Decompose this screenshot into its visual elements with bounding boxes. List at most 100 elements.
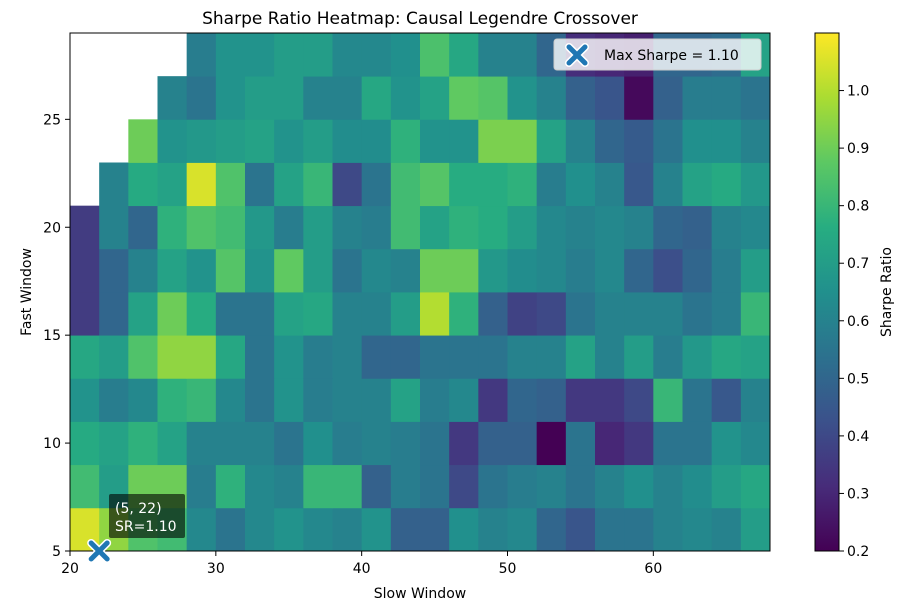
heatmap-cell (186, 464, 217, 509)
heatmap-cell (128, 421, 158, 466)
heatmap-cell (653, 507, 683, 551)
heatmap-cell (449, 507, 479, 551)
heatmap-cell (653, 248, 683, 293)
heatmap-cell (740, 248, 770, 293)
heatmap-cell (653, 335, 683, 379)
heatmap-cell (303, 421, 333, 466)
heatmap-cell (507, 33, 538, 77)
colorbar-tick-label: 0.8 (847, 199, 869, 215)
max-annotation-box: (5, 22) SR=1.10 (109, 494, 185, 538)
heatmap-cell (536, 464, 567, 509)
heatmap-cell (390, 292, 421, 336)
heatmap-cell (595, 162, 625, 207)
heatmap-cell (740, 76, 770, 120)
heatmap-cell (274, 162, 304, 207)
heatmap-cell (478, 162, 508, 207)
heatmap-cell (682, 292, 713, 336)
y-tick-label: 25 (43, 112, 61, 128)
heatmap-cell (420, 378, 450, 422)
heatmap-cell (332, 292, 363, 336)
heatmap-cell (332, 464, 363, 509)
heatmap-cell (740, 335, 770, 379)
heatmap-cell (711, 162, 742, 207)
heatmap-cell (215, 378, 246, 422)
heatmap-cell (624, 119, 654, 163)
heatmap-cell (565, 162, 596, 207)
heatmap-cell (215, 119, 246, 163)
heatmap-cell (595, 76, 625, 120)
heatmap-cell (186, 119, 217, 163)
heatmap-cell (595, 292, 625, 336)
heatmap-cell (711, 119, 742, 163)
heatmap-cell (653, 33, 683, 34)
heatmap-cell (245, 464, 275, 509)
heatmap-cell (740, 421, 770, 466)
heatmap-cell (565, 76, 596, 120)
heatmap-cell (186, 421, 217, 466)
heatmap-cell (682, 248, 713, 293)
heatmap-cell (361, 378, 392, 422)
heatmap-cell (682, 162, 713, 207)
heatmap-cell (70, 248, 100, 293)
heatmap-cell (711, 378, 742, 422)
heatmap-cell (682, 33, 713, 34)
heatmap-cell (507, 507, 538, 551)
heatmap-cell (157, 76, 188, 120)
heatmap-cell (624, 464, 654, 509)
heatmap-cell (624, 162, 654, 207)
legend-marker-stroke (566, 44, 588, 66)
heatmap-cell (215, 507, 246, 551)
heatmap-cell (449, 119, 479, 163)
heatmap-cell (303, 119, 333, 163)
heatmap-cell (274, 421, 304, 466)
heatmap-cell (274, 335, 304, 379)
colorbar-tick-label: 0.7 (847, 256, 869, 272)
heatmap-cell (565, 507, 596, 551)
heatmap-cell (565, 292, 596, 336)
heatmap-cell (565, 205, 596, 250)
heatmap-cell (507, 162, 538, 207)
heatmap-cell (70, 421, 100, 466)
heatmap-cell (303, 335, 333, 379)
heatmap-cell (507, 292, 538, 336)
heatmap-cell (624, 248, 654, 293)
legend-entry: Max Sharpe = 1.10 (604, 48, 739, 64)
heatmap-cell (361, 507, 392, 551)
heatmap-cell (215, 248, 246, 293)
heatmap-cell (361, 162, 392, 207)
heatmap-cell (740, 292, 770, 336)
heatmap-cell (70, 378, 100, 422)
heatmap-cell (186, 292, 217, 336)
heatmap-cell (653, 421, 683, 466)
heatmap-cell (595, 378, 625, 422)
heatmap-cell (390, 33, 421, 77)
max-marker-stroke (88, 540, 110, 562)
heatmap-cell (478, 421, 508, 466)
y-tick-label: 10 (43, 436, 61, 452)
heatmap-cell (595, 119, 625, 163)
colorbar-tick-label: 0.5 (847, 371, 869, 387)
heatmap-cell (274, 119, 304, 163)
heatmap-cell (420, 76, 450, 120)
heatmap-cell (303, 464, 333, 509)
x-tick-label: 30 (207, 561, 225, 577)
heatmap-cell (740, 119, 770, 163)
heatmap-cell (157, 421, 188, 466)
heatmap-cell (653, 119, 683, 163)
colorbar-tick-label: 0.6 (847, 314, 869, 330)
heatmap-cell (99, 335, 129, 379)
colorbar-label: Sharpe Ratio (879, 247, 895, 337)
heatmap-cell (711, 421, 742, 466)
heatmap-cell (390, 378, 421, 422)
heatmap-cell (332, 507, 363, 551)
heatmap-cell (303, 507, 333, 551)
heatmap-cell (332, 248, 363, 293)
heatmap-cell (245, 205, 275, 250)
heatmap-cell (186, 162, 217, 207)
heatmap-cell (332, 335, 363, 379)
heatmap-cell (274, 76, 304, 120)
heatmap-cell (420, 119, 450, 163)
heatmap-cell (361, 335, 392, 379)
heatmap-cell (449, 292, 479, 336)
heatmap-cell (332, 162, 363, 207)
